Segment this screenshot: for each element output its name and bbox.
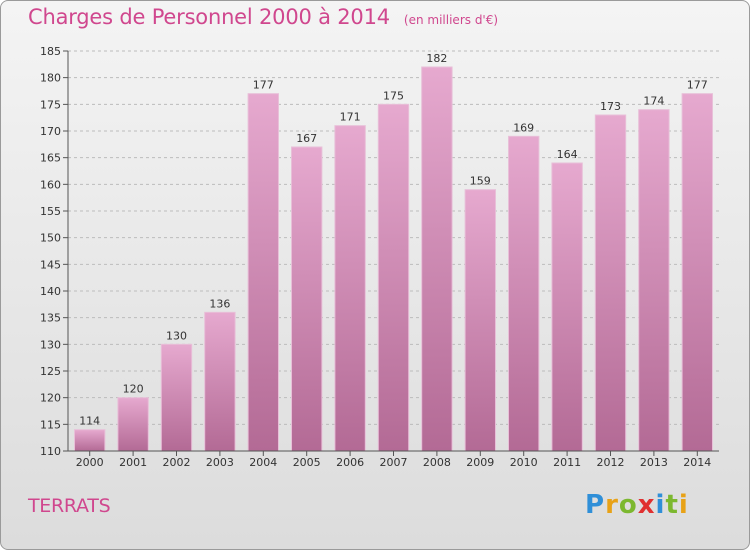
- x-tick-label: 2002: [163, 456, 191, 469]
- y-tick-label: 140: [40, 285, 61, 298]
- bar: [638, 109, 670, 452]
- x-tick-label: 2007: [380, 456, 408, 469]
- x-tick-label: 2014: [683, 456, 711, 469]
- x-tick-label: 2013: [640, 456, 668, 469]
- y-tick-label: 130: [40, 338, 61, 351]
- logo-letter: o: [618, 490, 638, 520]
- bar: [421, 66, 453, 452]
- commune-name: TERRATS: [28, 495, 111, 517]
- x-tick-label: 2005: [293, 456, 321, 469]
- y-tick-label: 115: [40, 418, 61, 431]
- data-labels: 114 120 130 136 177 167 171 175 182 159 169 164 173 1…: [79, 52, 708, 428]
- y-tick-label: 145: [40, 258, 61, 271]
- logo-letter: i: [678, 490, 689, 520]
- chart-unit: (en milliers d'€): [403, 13, 499, 27]
- data-label: 120: [123, 383, 144, 396]
- x-tick-label: 2012: [597, 456, 625, 469]
- x-tick-label: 2010: [510, 456, 538, 469]
- data-label: 182: [426, 52, 447, 65]
- y-tick-label: 120: [40, 392, 61, 405]
- y-tick-label: 150: [40, 232, 61, 245]
- data-label: 173: [600, 100, 621, 113]
- y-tick-label: 185: [40, 45, 61, 58]
- bar: [508, 135, 540, 452]
- data-label: 136: [209, 297, 230, 310]
- x-tick-label: 2000: [76, 456, 104, 469]
- bar: [681, 93, 713, 452]
- y-tick-label: 165: [40, 152, 61, 165]
- logo-letter: i: [655, 490, 666, 520]
- logo-letter: t: [665, 490, 679, 520]
- data-label: 169: [513, 121, 534, 134]
- bar: [334, 125, 366, 452]
- y-tick-label: 135: [40, 312, 61, 325]
- data-label: 130: [166, 329, 187, 342]
- logo-letter: x: [637, 490, 656, 520]
- y-tick-label: 110: [40, 445, 61, 458]
- x-tick-label: 2003: [206, 456, 234, 469]
- bar: [160, 343, 193, 452]
- data-label: 177: [253, 79, 274, 92]
- data-label: 171: [340, 111, 361, 124]
- bar: [117, 397, 149, 452]
- y-tick-label: 170: [40, 125, 61, 138]
- data-label: 159: [470, 175, 491, 188]
- bar: [594, 114, 627, 452]
- logo-letter: r: [605, 490, 619, 520]
- y-tick-label: 180: [40, 72, 61, 85]
- y-tick-label: 155: [40, 205, 61, 218]
- data-label: 175: [383, 89, 404, 102]
- y-tick-label: 175: [40, 98, 61, 111]
- bar: [74, 429, 106, 452]
- title-row: Charges de Personnel 2000 à 2014 (en mill…: [28, 5, 498, 29]
- x-tick-label: 2008: [423, 456, 451, 469]
- data-label: 114: [79, 415, 100, 428]
- x-tick-label: 2001: [119, 456, 147, 469]
- bar: [464, 189, 496, 452]
- x-tick-label: 2004: [249, 456, 277, 469]
- data-label: 177: [687, 79, 708, 92]
- x-tick-label: 2009: [466, 456, 494, 469]
- bar: [551, 162, 583, 452]
- proxiti-logo: Proxiti: [585, 490, 689, 520]
- bars: [74, 66, 713, 452]
- axes: 110 115 120 125 130 135 140 145 150 155 160 165 170 1…: [40, 45, 719, 469]
- chart-title: Charges de Personnel 2000 à 2014: [28, 5, 390, 29]
- data-label: 167: [296, 132, 317, 145]
- y-tick-label: 160: [40, 178, 61, 191]
- bar: [377, 103, 410, 452]
- x-tick-label: 2006: [336, 456, 364, 469]
- x-tick-label: 2011: [553, 456, 581, 469]
- bar: [204, 311, 236, 452]
- data-label: 164: [557, 148, 578, 161]
- data-label: 174: [643, 95, 664, 108]
- y-tick-label: 125: [40, 365, 61, 378]
- bar: [291, 146, 323, 452]
- logo-letter: P: [585, 490, 606, 520]
- bar: [247, 93, 279, 452]
